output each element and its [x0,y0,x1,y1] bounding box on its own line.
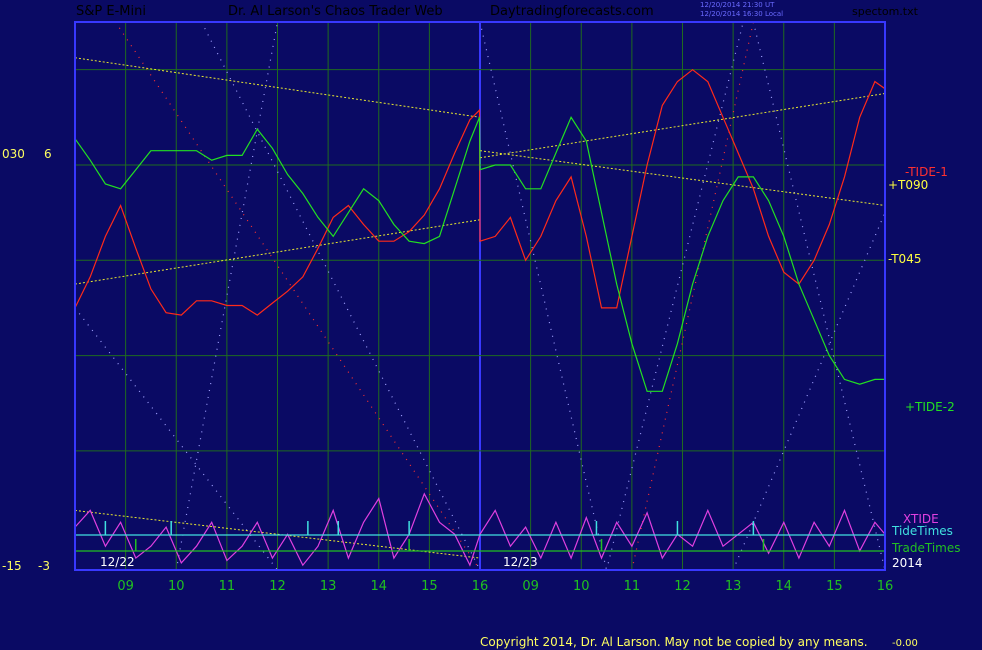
hour-tick-2: 11 [219,579,236,594]
series-layer [74,68,886,567]
hour-tick-3: 12 [269,579,286,594]
site-label: Daytradingforecasts.com [490,4,654,19]
hour-tick-8: 09 [522,579,539,594]
label-t045: -T045 [888,252,922,266]
series-tide2 [74,116,885,392]
label-tide2: +TIDE-2 [905,400,955,414]
hour-tick-5: 14 [370,579,387,594]
hour-tick-9: 10 [573,579,590,594]
label-tradetimes: TradeTimes [892,541,961,555]
day-label-2: 12/23 [503,555,538,569]
hour-tick-6: 15 [421,579,438,594]
hour-ticks: 09 10 11 12 13 14 15 16 09 10 11 12 13 14 15 16 [117,579,893,594]
label-t090: +T090 [888,178,929,192]
copyright-tail: -0.00 [892,638,918,649]
axis-top-a: 030 [2,147,25,161]
diagonal-1 [201,21,481,571]
copyright: Copyright 2014, Dr. Al Larson. May not b… [480,635,868,649]
hour-tick-15: 16 [877,579,894,594]
hour-tick-12: 13 [725,579,742,594]
diagonal-8 [732,212,886,571]
hour-tick-10: 11 [624,579,641,594]
label-tidetimes: TideTimes [892,524,953,538]
trend-line-3 [479,92,886,159]
trend-line-1 [74,219,481,285]
label-tide1: -TIDE-1 [905,165,948,179]
hour-tick-0: 09 [117,579,134,594]
trend-line-4 [479,150,886,206]
axis-bot-b: -3 [38,559,50,573]
diagonal-0 [115,21,481,571]
hour-tick-4: 13 [320,579,337,594]
file-label: spectom.txt [852,5,918,18]
trend-lines [74,57,886,559]
hour-tick-1: 10 [168,579,185,594]
diagonal-dots [74,21,886,571]
chart-title: Dr. Al Larson's Chaos Trader Web [228,4,443,19]
series-tide1 [74,68,886,316]
symbol-label: S&P E-Mini [76,4,146,19]
diagonal-7 [752,21,886,571]
axis-top-b: 6 [44,147,52,161]
diagonal-4 [479,21,608,571]
hour-tick-13: 14 [775,579,792,594]
diagonal-6 [631,21,754,571]
chart-grid [75,22,885,570]
axis-bot-a: -15 [2,559,22,573]
hour-tick-14: 15 [826,579,843,594]
hour-tick-11: 12 [674,579,691,594]
label-year: 2014 [892,556,923,570]
hour-tick-7: 16 [472,579,489,594]
timestamp-local: 12/20/2014 16:30 Local [700,10,784,18]
plot-frame [74,21,886,571]
label-xtide: XTIDE [903,512,939,526]
trend-line-0 [74,57,481,118]
timestamp-ut: 12/20/2014 21:30 UT [700,1,775,9]
diagonal-5 [605,21,744,571]
day-label-1: 12/22 [100,555,135,569]
